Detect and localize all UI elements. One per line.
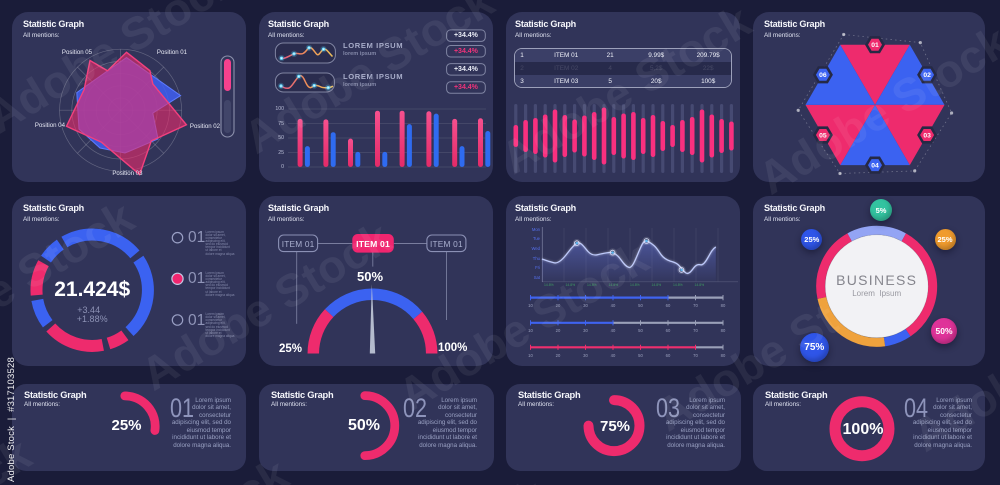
svg-text:02: 02 [923,72,931,79]
svg-text:04: 04 [871,163,879,170]
svg-text:01: 01 [871,42,879,49]
svg-text:05: 05 [819,132,827,139]
svg-text:03: 03 [923,132,931,139]
svg-text:06: 06 [819,72,827,79]
